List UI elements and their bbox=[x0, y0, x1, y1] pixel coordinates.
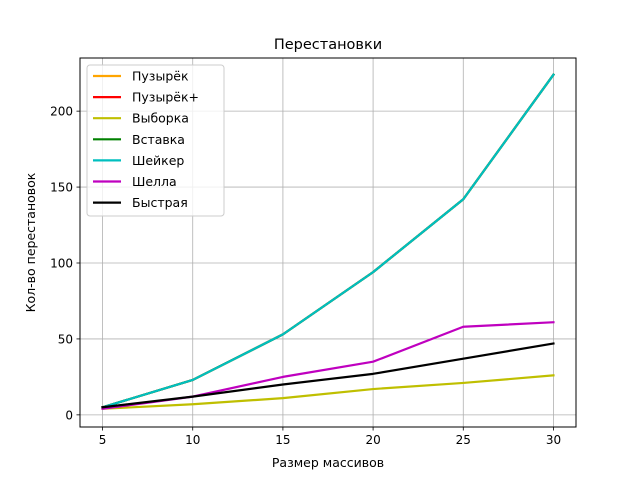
x-axis-ticks: 5 10 15 20 25 30 bbox=[99, 427, 561, 447]
legend-items: Пузырёк Пузырёк+ Выборка Вставка Шейкер Шелла… bbox=[93, 69, 199, 210]
x-tick-label: 25 bbox=[456, 433, 471, 447]
x-tick-label: 15 bbox=[275, 433, 290, 447]
x-tick-label: 20 bbox=[365, 433, 380, 447]
x-tick-label: 30 bbox=[546, 433, 561, 447]
y-tick-label: 200 bbox=[50, 105, 73, 119]
y-axis-ticks: 0 50 100 150 200 bbox=[50, 105, 80, 422]
legend-label: Вставка bbox=[132, 132, 185, 147]
chart-title: Перестановки bbox=[274, 37, 382, 53]
y-tick-label: 0 bbox=[65, 408, 73, 422]
plot-frame bbox=[79, 57, 577, 428]
y-tick-label: 50 bbox=[58, 332, 73, 346]
legend-label: Быстрая bbox=[132, 195, 188, 210]
legend-label: Пузырёк bbox=[132, 69, 189, 84]
y-axis-label: Кол-во перестановок bbox=[23, 172, 38, 312]
grid-lines bbox=[80, 58, 576, 427]
legend: Пузырёк Пузырёк+ Выборка Вставка Шейкер Шелла… bbox=[86, 64, 225, 217]
series-line-5 bbox=[101, 73, 555, 409]
legend-label: Выборка bbox=[132, 111, 189, 126]
x-tick-label: 5 bbox=[99, 433, 107, 447]
series-line-3 bbox=[101, 374, 555, 410]
series-lines bbox=[101, 73, 555, 411]
legend-label: Шелла bbox=[132, 174, 177, 189]
y-tick-label: 150 bbox=[50, 181, 73, 195]
y-tick-label: 100 bbox=[50, 257, 73, 271]
legend-label: Шейкер bbox=[132, 153, 184, 168]
series-line-7 bbox=[101, 342, 555, 409]
legend-box bbox=[86, 64, 225, 217]
x-tick-label: 10 bbox=[185, 433, 200, 447]
legend-label: Пузырёк+ bbox=[132, 90, 199, 105]
x-axis-label: Размер массивов bbox=[272, 455, 384, 470]
